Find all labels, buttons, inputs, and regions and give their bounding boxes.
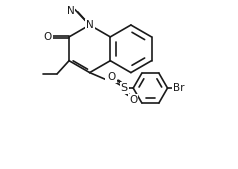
Text: N: N <box>86 20 94 30</box>
Text: O: O <box>106 75 114 85</box>
Text: O: O <box>129 95 137 105</box>
Text: Br: Br <box>173 83 184 93</box>
Text: O: O <box>44 32 52 42</box>
Text: O: O <box>107 72 116 82</box>
Text: N: N <box>67 6 75 16</box>
Text: S: S <box>121 83 128 93</box>
